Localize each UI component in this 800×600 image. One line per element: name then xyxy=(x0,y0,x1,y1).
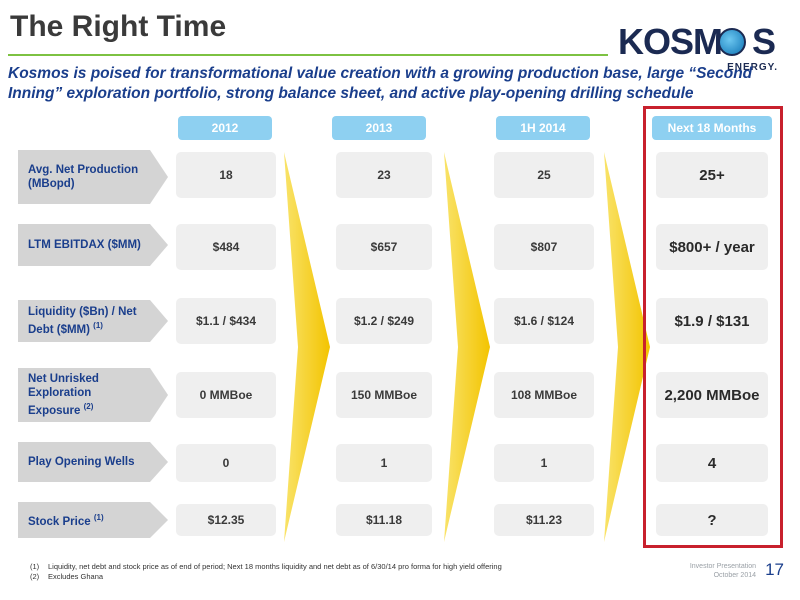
cell-liquidity-next18: $1.9 / $131 xyxy=(656,298,768,344)
cell-production-2012: 18 xyxy=(176,152,276,198)
title-divider xyxy=(8,54,608,56)
column-header-2012: 2012 xyxy=(178,116,272,140)
logo-text-right: S xyxy=(752,21,776,62)
row-label-ebitdax: LTM EBITDAX ($MM) xyxy=(18,224,168,266)
cell-exploration-next18: 2,200 MMBoe xyxy=(656,372,768,418)
row-label-production: Avg. Net Production (MBopd) xyxy=(18,150,168,204)
kosmos-logo: KOSM S ENERGY. xyxy=(618,21,780,74)
logo-wordmark: KOSM S xyxy=(618,21,776,62)
cell-exploration-2012: 0 MMBoe xyxy=(176,372,276,418)
cell-ebitdax-next18: $800+ / year xyxy=(656,224,768,270)
chevron-arrow-icon xyxy=(604,152,650,542)
footnote: (2) Excludes Ghana xyxy=(30,572,104,581)
cell-production-2013: 23 xyxy=(336,152,432,198)
cell-stock-1h2014: $11.23 xyxy=(494,504,594,536)
column-header-1h-2014: 1H 2014 xyxy=(496,116,590,140)
chevron-arrow-icon xyxy=(444,152,490,542)
column-header-next-18-months: Next 18 Months xyxy=(652,116,772,140)
row-label-stock-price: Stock Price (1) xyxy=(18,502,168,538)
footnote: (1) Liquidity, net debt and stock price … xyxy=(30,562,502,571)
footnote-ref: (2) xyxy=(83,402,94,412)
row-label-liquidity: Liquidity ($Bn) / Net Debt ($MM) (1) xyxy=(18,300,168,342)
next-18-months-highlight xyxy=(643,106,783,548)
chevron-arrow-icon xyxy=(284,152,330,542)
cell-wells-1h2014: 1 xyxy=(494,444,594,482)
cell-stock-2012: $12.35 xyxy=(176,504,276,536)
slide-subtitle: Kosmos is poised for transformational va… xyxy=(8,65,753,102)
cell-ebitdax-2012: $484 xyxy=(176,224,276,270)
cell-liquidity-2013: $1.2 / $249 xyxy=(336,298,432,344)
slide-title: The Right Time xyxy=(10,10,227,43)
cell-stock-2013: $11.18 xyxy=(336,504,432,536)
logo-subtext: ENERGY. xyxy=(727,62,778,73)
cell-ebitdax-1h2014: $807 xyxy=(494,224,594,270)
cell-wells-next18: 4 xyxy=(656,444,768,482)
cell-ebitdax-2013: $657 xyxy=(336,224,432,270)
cell-exploration-2013: 150 MMBoe xyxy=(336,372,432,418)
column-header-2013: 2013 xyxy=(332,116,426,140)
cell-liquidity-2012: $1.1 / $434 xyxy=(176,298,276,344)
footer-label: Investor Presentation October 2014 xyxy=(689,563,756,579)
cell-production-1h2014: 25 xyxy=(494,152,594,198)
cell-wells-2012: 0 xyxy=(176,444,276,482)
cell-exploration-1h2014: 108 MMBoe xyxy=(494,372,594,418)
row-label-exploration: Net Unrisked Exploration Exposure (2) xyxy=(18,368,168,422)
cell-wells-2013: 1 xyxy=(336,444,432,482)
cell-stock-next18: ? xyxy=(656,504,768,536)
row-label-play-opening-wells: Play Opening Wells xyxy=(18,442,168,482)
footnote-ref: (1) xyxy=(93,321,103,331)
page-number: 17 xyxy=(765,560,784,579)
footnotes: (1) Liquidity, net debt and stock price … xyxy=(30,562,502,582)
cell-liquidity-1h2014: $1.6 / $124 xyxy=(494,298,594,344)
footnote-ref: (1) xyxy=(93,513,104,523)
globe-icon xyxy=(718,28,746,56)
cell-production-next18: 25+ xyxy=(656,152,768,198)
logo-text-left: KOSM xyxy=(618,21,723,62)
